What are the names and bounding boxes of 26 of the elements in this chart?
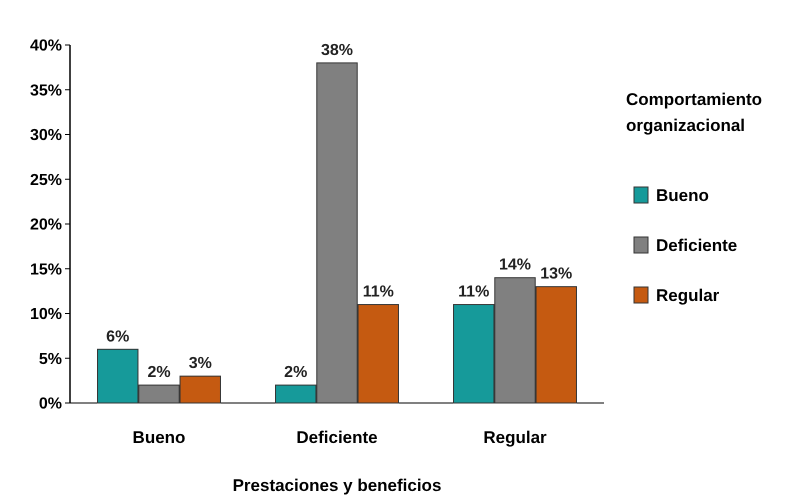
y-tick-label: 15% bbox=[30, 261, 62, 278]
x-tick-label: Deficiente bbox=[296, 428, 378, 447]
data-label: 2% bbox=[284, 364, 308, 382]
y-tick-label: 35% bbox=[30, 82, 62, 100]
data-label: 38% bbox=[320, 42, 354, 59]
data-label: 2% bbox=[147, 364, 171, 382]
x-tick-label: Bueno bbox=[132, 428, 186, 447]
data-label: 14% bbox=[498, 256, 532, 274]
x-tick-label: Regular bbox=[483, 428, 548, 447]
y-tick-label: 10% bbox=[30, 306, 62, 324]
data-label: 3% bbox=[188, 355, 212, 372]
x-axis-title: Prestaciones y beneficios bbox=[232, 476, 442, 495]
data-label: 6% bbox=[106, 328, 130, 346]
y-tick-label: 30% bbox=[30, 127, 62, 144]
y-tick-label: 5% bbox=[38, 350, 62, 368]
legend-title: Comportamiento organizacional bbox=[626, 90, 762, 135]
legend-label: Bueno bbox=[656, 186, 709, 205]
legend-label: Deficiente bbox=[656, 236, 738, 255]
legend-label: Regular bbox=[656, 286, 720, 305]
y-tick-label: 20% bbox=[30, 216, 62, 234]
data-label: 11% bbox=[362, 284, 394, 301]
y-tick-label: 25% bbox=[30, 172, 62, 189]
y-tick-label: 0% bbox=[38, 396, 62, 413]
y-tick-label: 40% bbox=[30, 38, 62, 55]
data-label: 13% bbox=[540, 266, 572, 283]
data-label: 11% bbox=[458, 284, 490, 301]
